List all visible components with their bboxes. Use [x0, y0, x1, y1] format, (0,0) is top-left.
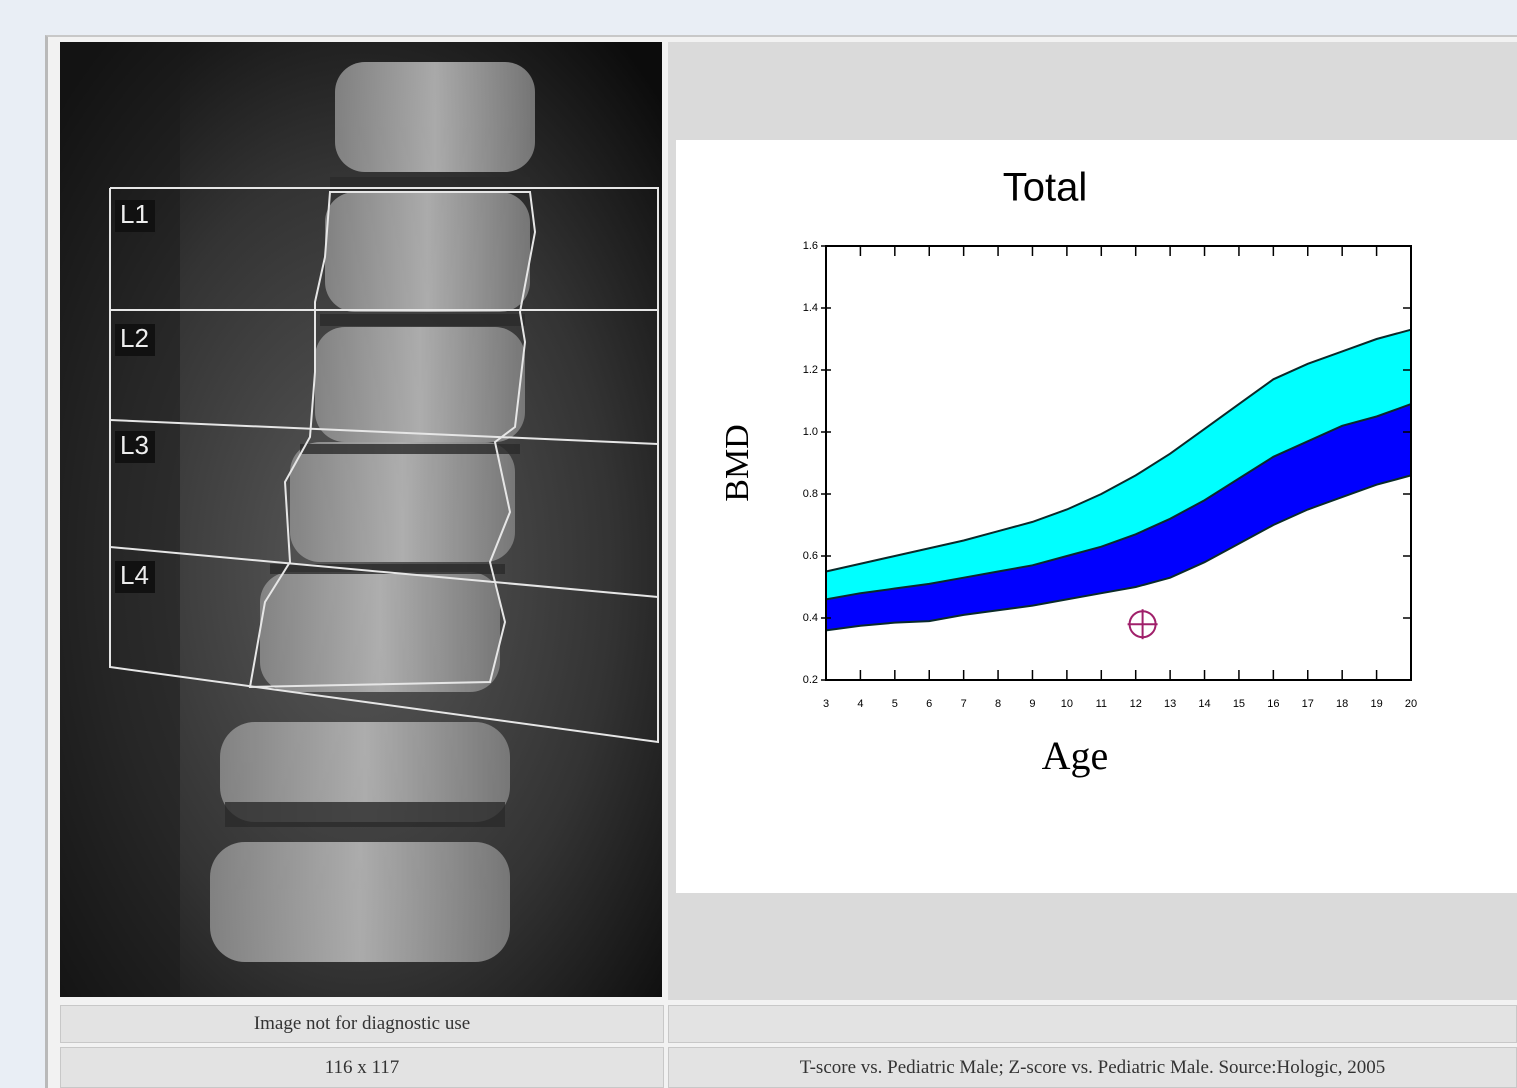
y-tick-label: 1.4: [803, 302, 818, 314]
empty-cell: [668, 1005, 1517, 1043]
y-tick-label: 0.2: [803, 674, 818, 686]
y-tick-label: 1.6: [803, 240, 818, 252]
x-tick-label: 8: [995, 698, 1001, 710]
y-tick-label: 0.4: [803, 612, 818, 624]
chart: Total BMD Age 0.2 0.4 0.6 0.8 1.0 1.2 1.4 1.6 3 4…: [676, 140, 1517, 893]
size-cell: 116 x 117: [60, 1047, 664, 1088]
reference-cell: T-score vs. Pediatric Male; Z-score vs. …: [668, 1047, 1517, 1088]
patient-marker: [1128, 609, 1158, 639]
y-axis-label: BMD: [719, 424, 756, 501]
roi-label: L4: [120, 560, 149, 590]
x-tick-label: 12: [1130, 698, 1142, 710]
y-tick-label: 1.2: [803, 364, 818, 376]
x-tick-label: 18: [1336, 698, 1348, 710]
x-tick-label: 10: [1061, 698, 1073, 710]
scan-image: L1 L2 L3 L4: [60, 42, 662, 997]
roi-label: L3: [120, 430, 149, 460]
x-tick-label: 3: [823, 698, 829, 710]
chart-title: Total: [1003, 166, 1088, 210]
x-tick-label: 4: [857, 698, 863, 710]
page: {"image": {"labels": ["L1", "L2", "L3", …: [0, 0, 1517, 1088]
roi-label: L1: [120, 199, 149, 229]
x-tick-label: 11: [1096, 698, 1107, 710]
x-tick-label: 20: [1405, 698, 1417, 710]
roi-label: L2: [120, 323, 149, 353]
note-cell: Image not for diagnostic use: [60, 1005, 664, 1043]
x-tick-label: 17: [1302, 698, 1314, 710]
x-axis-label: Age: [1042, 733, 1109, 778]
x-tick-label: 14: [1198, 698, 1210, 710]
y-tick-label: 0.6: [803, 550, 818, 562]
x-tick-label: 19: [1370, 698, 1382, 710]
x-tick-label: 6: [926, 698, 932, 710]
x-tick-label: 15: [1233, 698, 1245, 710]
x-tick-label: 7: [961, 698, 967, 710]
x-tick-label: 9: [1029, 698, 1035, 710]
y-tick-label: 1.0: [803, 426, 818, 438]
x-tick-label: 13: [1164, 698, 1176, 710]
x-tick-label: 16: [1267, 698, 1279, 710]
x-tick-label: 5: [892, 698, 898, 710]
y-tick-label: 0.8: [803, 488, 818, 500]
